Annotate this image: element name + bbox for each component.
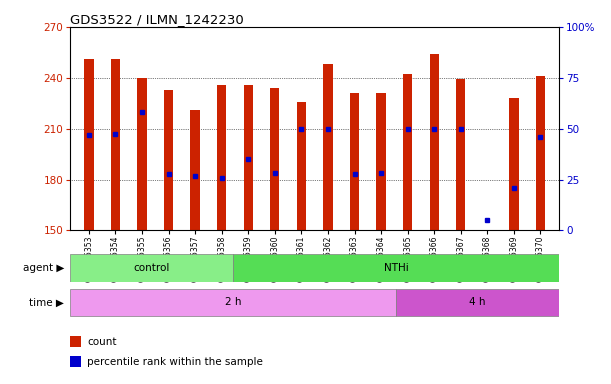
Bar xyxy=(430,54,439,230)
Bar xyxy=(164,89,173,230)
Bar xyxy=(536,76,545,230)
Bar xyxy=(70,254,233,282)
Bar xyxy=(509,98,519,230)
Text: count: count xyxy=(87,337,116,347)
Bar xyxy=(403,74,412,230)
Bar xyxy=(297,101,306,230)
Text: GDS3522 / ILMN_1242230: GDS3522 / ILMN_1242230 xyxy=(70,13,244,26)
Text: control: control xyxy=(134,263,170,273)
Bar xyxy=(244,84,253,230)
Bar xyxy=(70,336,81,348)
Bar xyxy=(84,59,93,230)
Text: 4 h: 4 h xyxy=(469,297,486,308)
Bar xyxy=(137,78,147,230)
Bar xyxy=(376,93,386,230)
Text: 2 h: 2 h xyxy=(225,297,241,308)
Bar xyxy=(111,59,120,230)
Text: percentile rank within the sample: percentile rank within the sample xyxy=(87,357,263,367)
Bar xyxy=(217,84,226,230)
Bar xyxy=(323,64,332,230)
Text: NTHi: NTHi xyxy=(384,263,409,273)
Bar xyxy=(233,254,559,282)
Bar xyxy=(70,356,81,367)
Bar xyxy=(456,79,466,230)
Text: time ▶: time ▶ xyxy=(29,297,64,308)
Bar xyxy=(70,289,396,316)
Bar xyxy=(396,289,559,316)
Bar xyxy=(350,93,359,230)
Text: agent ▶: agent ▶ xyxy=(23,263,64,273)
Bar xyxy=(270,88,279,230)
Bar xyxy=(191,110,200,230)
